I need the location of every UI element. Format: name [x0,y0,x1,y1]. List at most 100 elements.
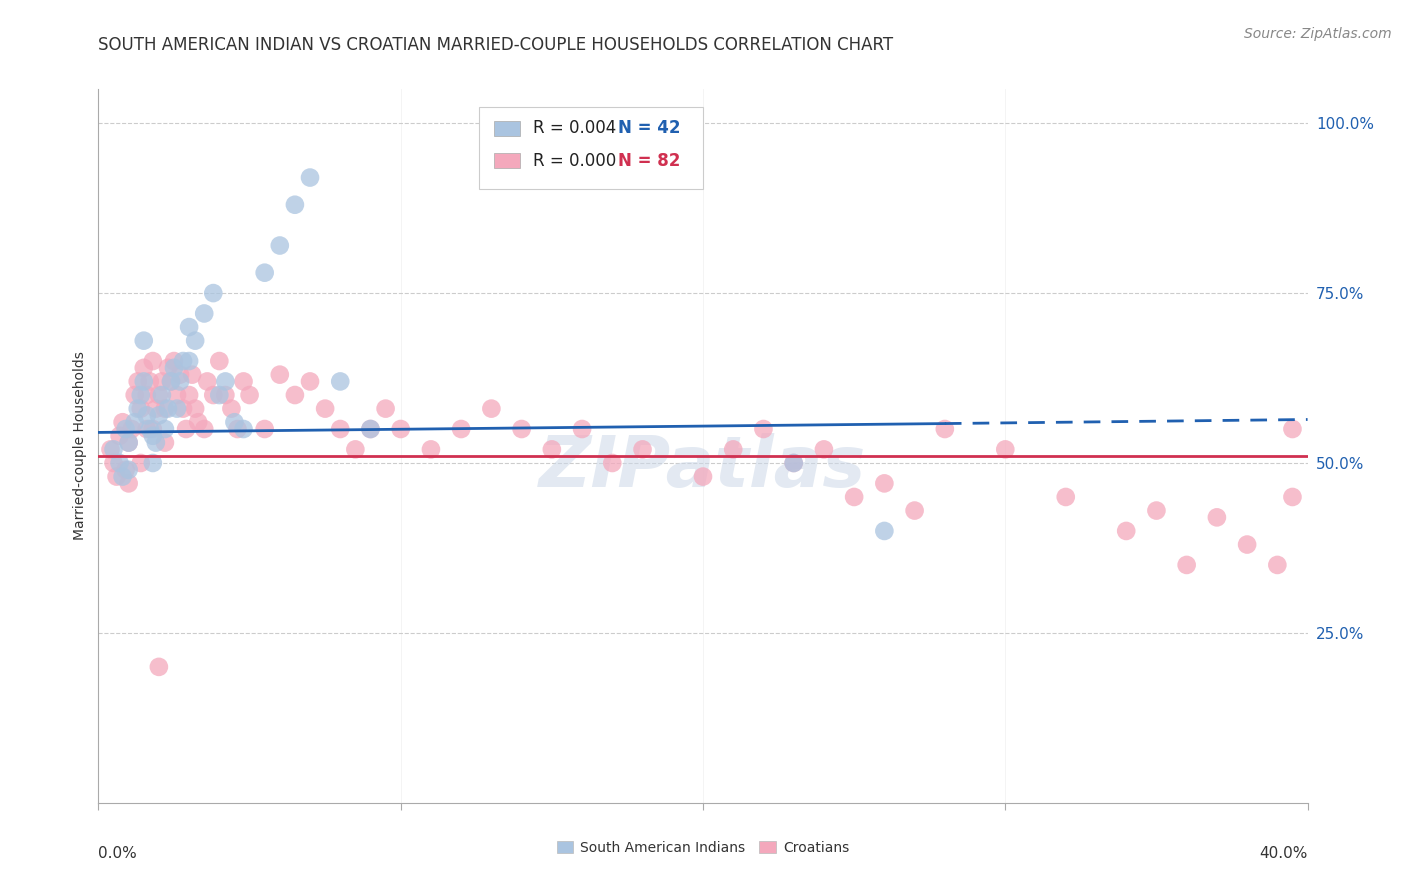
Point [692,469,714,483]
Text: N = 82: N = 82 [619,152,681,169]
Point [142,422,165,436]
Point [193,422,215,436]
Point [844,490,866,504]
Point [1144,503,1167,517]
Point [103,456,125,470]
Point [179,320,201,334]
Point [114,463,136,477]
Point [118,476,141,491]
FancyBboxPatch shape [494,120,520,136]
FancyBboxPatch shape [494,153,520,169]
Point [873,524,896,538]
Point [129,456,152,470]
Point [360,422,382,436]
Point [783,456,806,470]
Point [193,306,215,320]
Point [420,442,443,457]
Point [329,375,352,389]
FancyBboxPatch shape [479,107,703,189]
Point [374,401,396,416]
Text: N = 42: N = 42 [619,120,681,137]
Point [132,375,155,389]
Point [284,388,307,402]
Point [118,463,141,477]
Point [1206,510,1229,524]
Point [187,415,209,429]
Point [132,360,155,375]
Point [142,354,165,368]
Point [156,401,179,416]
Point [166,388,188,402]
Text: Source: ZipAtlas.com: Source: ZipAtlas.com [1244,27,1392,41]
Point [135,409,157,423]
Point [105,469,128,483]
Point [602,456,624,470]
Point [160,375,183,389]
Point [344,442,367,457]
Point [145,401,167,416]
Point [150,388,173,402]
Point [148,660,170,674]
Point [153,422,176,436]
Point [148,388,170,402]
Point [169,368,191,382]
Point [481,401,503,416]
Point [184,334,207,348]
Point [153,401,176,416]
Legend: South American Indians, Croatians: South American Indians, Croatians [551,835,855,860]
Point [139,375,162,389]
Point [127,401,149,416]
Point [124,415,146,429]
Point [269,368,291,382]
Point [904,503,927,517]
Point [329,422,352,436]
Point [253,266,276,280]
Point [139,422,162,436]
Point [111,415,134,429]
Point [783,456,806,470]
Point [299,170,322,185]
Point [103,442,125,457]
Text: ZIPatlas: ZIPatlas [540,433,866,502]
Point [118,435,141,450]
Point [253,422,276,436]
Point [994,442,1017,457]
Point [221,401,243,416]
Point [360,422,382,436]
Point [129,401,152,416]
Point [195,375,218,389]
Text: 0.0%: 0.0% [98,846,138,861]
Point [169,375,191,389]
Point [873,476,896,491]
Point [284,198,307,212]
Point [208,354,231,368]
Point [142,456,165,470]
Point [153,435,176,450]
Point [108,456,131,470]
Point [111,469,134,483]
Point [813,442,835,457]
Point [184,401,207,416]
Point [118,435,141,450]
Point [214,388,236,402]
Point [1267,558,1289,572]
Point [145,435,167,450]
Point [1236,537,1258,551]
Point [124,388,146,402]
Point [934,422,956,436]
Point [179,388,201,402]
Point [752,422,775,436]
Point [232,422,254,436]
Point [224,415,246,429]
Point [1054,490,1077,504]
Point [174,422,197,436]
Point [450,422,472,436]
Point [314,401,336,416]
Point [135,422,157,436]
Y-axis label: Married-couple Households: Married-couple Households [73,351,87,541]
Point [202,388,225,402]
Point [135,388,157,402]
Point [1115,524,1137,538]
Point [179,354,201,368]
Point [1281,490,1303,504]
